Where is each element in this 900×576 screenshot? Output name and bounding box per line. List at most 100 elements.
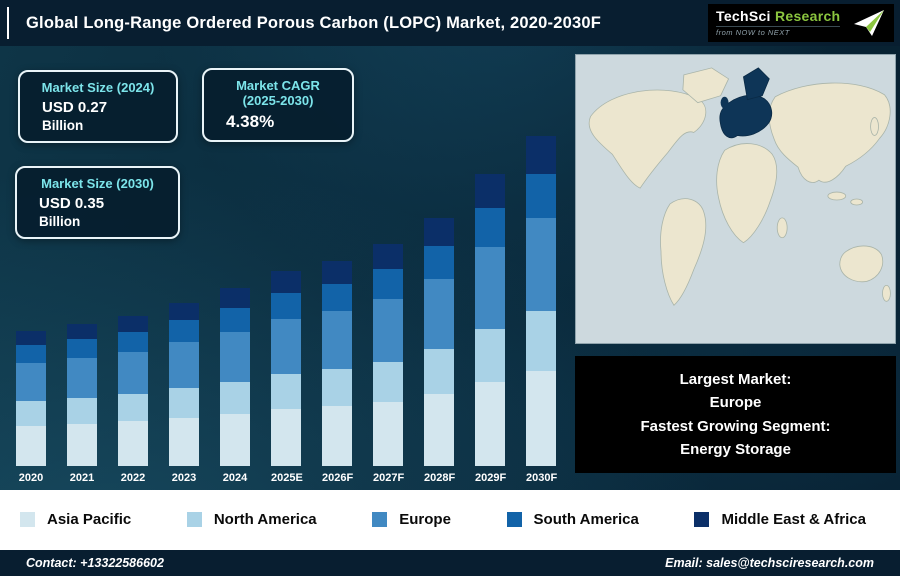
stat-subtitle: (2025-2030) <box>242 93 314 108</box>
legend-label: North America <box>213 510 317 528</box>
segment-asia-pacific <box>526 371 556 466</box>
south-america-swatch <box>506 511 522 527</box>
segment-south-america <box>67 339 97 358</box>
segment-europe <box>526 218 556 311</box>
segment-south-america <box>220 308 250 332</box>
map-new-zealand <box>882 285 891 302</box>
bar-2022 <box>118 316 148 466</box>
segment-south-america <box>424 246 454 279</box>
x-label-2026f: 2026F <box>322 472 354 484</box>
chart-legend: Asia Pacific North America Europe South Ame… <box>0 490 900 548</box>
x-label-2029f: 2029F <box>475 472 507 484</box>
segment-asia-pacific <box>220 414 250 466</box>
bar-2029f <box>475 174 505 466</box>
legend-item-middle-east-africa: Middle East & Africa <box>694 510 866 528</box>
stat-title: Market Size (2024) <box>41 80 155 95</box>
segment-middle-east-africa <box>67 324 97 339</box>
stat-value: 4.38% <box>226 112 275 131</box>
segment-north-america <box>220 382 250 414</box>
segment-north-america <box>424 349 454 394</box>
map-north-america <box>588 89 707 189</box>
legend-item-south-america: South America <box>506 511 639 528</box>
segment-south-america <box>271 293 301 319</box>
stat-title: Market Size (2030) <box>41 176 154 191</box>
fastest-segment-value: Energy Storage <box>680 440 791 458</box>
x-label-2022: 2022 <box>120 472 146 484</box>
segment-south-america <box>118 332 148 352</box>
segment-south-america <box>526 174 556 218</box>
legend-label: Middle East & Africa <box>721 510 866 528</box>
legend-label: Asia Pacific <box>47 510 132 528</box>
stat-unit: Billion <box>39 214 81 229</box>
map-new-guinea <box>850 198 864 206</box>
x-label-2023: 2023 <box>171 472 197 484</box>
stat-unit: Billion <box>42 118 84 133</box>
legend-item-north-america: North America <box>186 510 317 528</box>
segment-europe <box>475 247 505 329</box>
segment-north-america <box>526 311 556 371</box>
stat-card-market-cagr: Market CAGR (2025-2030) 4.38% <box>202 68 354 142</box>
segment-north-america <box>67 398 97 424</box>
segment-europe <box>271 319 301 374</box>
bar-2024 <box>220 288 250 466</box>
bar-2021 <box>67 324 97 466</box>
segment-asia-pacific <box>322 406 352 466</box>
segment-europe <box>67 358 97 398</box>
main-area: Market Size (2024) USD 0.27 Billion Mark… <box>0 46 900 490</box>
x-label-2025e: 2025E <box>271 472 303 484</box>
bar-2027f <box>373 244 403 466</box>
segment-middle-east-africa <box>169 303 199 320</box>
x-axis-labels: 2020 2021 2022 2023 2024 2025E 2026F 2027F 2028F… <box>16 472 557 484</box>
segment-north-america <box>169 388 199 418</box>
world-map <box>575 54 896 344</box>
segment-middle-east-africa <box>16 331 46 345</box>
bar-2026f <box>322 261 352 466</box>
segment-europe <box>322 311 352 369</box>
contact-email: Email: sales@techsciresearch.com <box>665 556 874 570</box>
techsci-logo: TechSci Research from NOW to NEXT <box>708 4 894 42</box>
map-asia <box>768 82 891 183</box>
stat-title: Market CAGR <box>236 78 320 93</box>
x-label-2024: 2024 <box>222 472 248 484</box>
x-label-2027f: 2027F <box>373 472 405 484</box>
map-europe-highlight <box>719 94 773 139</box>
segment-middle-east-africa <box>322 261 352 284</box>
segment-europe <box>118 352 148 394</box>
segment-asia-pacific <box>16 426 46 466</box>
segment-south-america <box>475 208 505 247</box>
map-madagascar <box>776 217 788 239</box>
bar-2028f <box>424 218 454 466</box>
stat-value: USD 0.27 <box>42 99 108 116</box>
chart-zone: Market Size (2024) USD 0.27 Billion Mark… <box>0 46 572 490</box>
segment-north-america <box>118 394 148 421</box>
segment-south-america <box>169 320 199 342</box>
footer-bar: Contact: +13322586602 Email: sales@techs… <box>0 548 900 576</box>
segment-middle-east-africa <box>526 136 556 174</box>
segment-south-america <box>16 345 46 363</box>
x-label-2028f: 2028F <box>424 472 456 484</box>
stat-card-market-size-2024: Market Size (2024) USD 0.27 Billion <box>18 70 178 143</box>
fastest-segment-label: Fastest Growing Segment: <box>640 417 831 435</box>
paper-plane-icon <box>854 10 884 36</box>
stat-value: USD 0.35 <box>39 195 105 212</box>
map-uk-highlight <box>720 96 729 109</box>
segment-asia-pacific <box>169 418 199 466</box>
map-south-america <box>660 198 707 306</box>
segment-asia-pacific <box>424 394 454 466</box>
contact-phone: Contact: +13322586602 <box>26 556 164 570</box>
segment-north-america <box>16 401 46 426</box>
segment-asia-pacific <box>475 382 505 466</box>
segment-north-america <box>373 362 403 402</box>
segment-middle-east-africa <box>220 288 250 308</box>
side-panel: Largest Market: Europe Fastest Growing S… <box>572 46 900 490</box>
header-bar: Global Long-Range Ordered Porous Carbon … <box>0 0 900 46</box>
europe-swatch <box>372 511 388 527</box>
segment-asia-pacific <box>118 421 148 466</box>
segment-middle-east-africa <box>475 174 505 208</box>
techsci-brand: TechSci Research <box>716 8 840 24</box>
segment-asia-pacific <box>373 402 403 466</box>
map-indonesia <box>827 191 847 201</box>
segment-south-america <box>373 269 403 299</box>
logo-tagline: from NOW to NEXT <box>716 28 790 38</box>
map-japan <box>870 117 879 136</box>
